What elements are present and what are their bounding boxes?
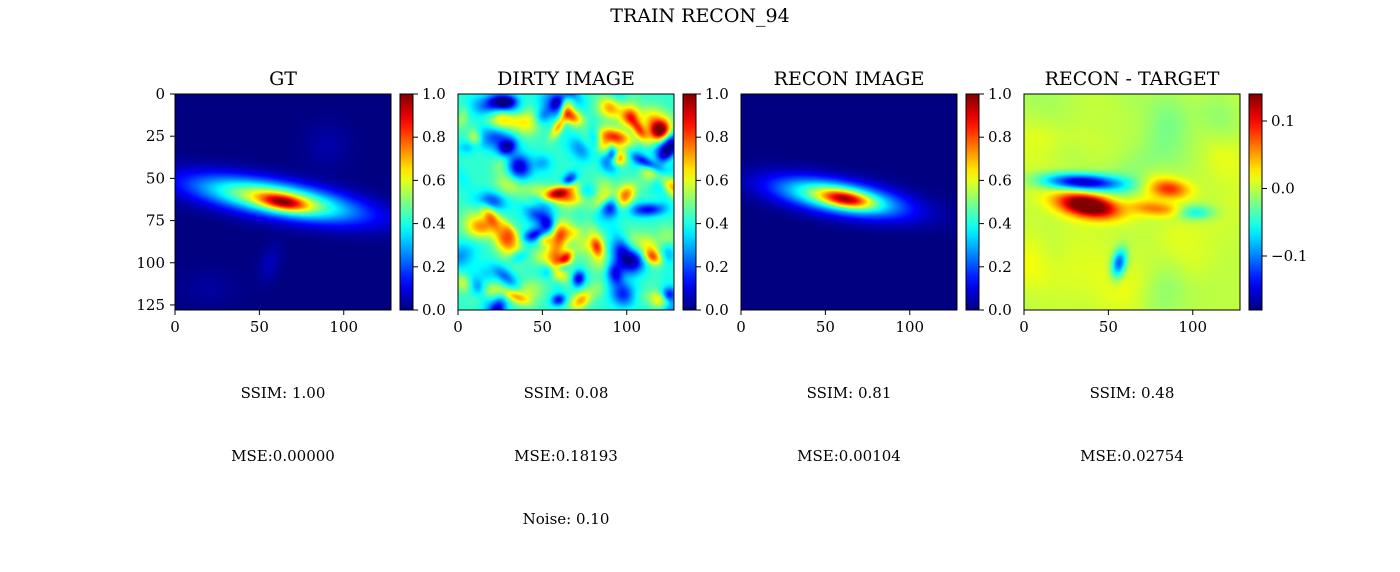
colorbar-tick-label-1-4: 0.8 [705, 128, 729, 146]
colorbar-tick-label-0-2: 0.4 [422, 215, 446, 233]
colorbar-tick-label-2-1: 0.2 [988, 258, 1012, 276]
heatmap-diff [1024, 94, 1240, 310]
heatmap-gt [175, 94, 391, 310]
colorbar-tick-label-1-3: 0.6 [705, 171, 729, 189]
metrics-dirty-mse: MSE:0.18193 [514, 447, 618, 465]
x-tick-label-0-0: 0 [170, 318, 180, 336]
x-tick-label-3-0: 0 [1019, 318, 1029, 336]
metrics-diff-ssim: SSIM: 0.48 [1089, 384, 1175, 402]
panel-title-gt: GT [269, 68, 297, 90]
figure-suptitle: TRAIN RECON_94 [610, 5, 790, 27]
axes-layer: 0 50 100 0 25 50 75 100 125 0.0 0.2 0.4 0.6 0.8 1.0 0 50… [136, 85, 1307, 336]
x-tick-label-3-50: 50 [1099, 318, 1118, 336]
x-tick-label-0-50: 50 [250, 318, 269, 336]
y-tick-label-25: 25 [146, 127, 165, 145]
y-tick-label-0: 0 [155, 85, 165, 103]
plot-frame-1 [457, 93, 675, 311]
colorbar-tick-label-0-4: 0.8 [422, 128, 446, 146]
metrics-recon-ssim: SSIM: 0.81 [806, 384, 892, 402]
plot-frame-2 [740, 93, 958, 311]
colorbar-tick-label-1-1: 0.2 [705, 258, 729, 276]
colorbar-tick-label-2-3: 0.6 [988, 171, 1012, 189]
colorbar-tick-label-2-4: 0.8 [988, 128, 1012, 146]
colorbar-tick-label-0-1: 0.2 [422, 258, 446, 276]
metrics-dirty-noise: Noise: 0.10 [522, 510, 610, 528]
metrics-diff: SSIM: 0.48 MSE:0.02754 [1024, 341, 1240, 509]
colorbar-tick-label-2-2: 0.4 [988, 215, 1012, 233]
colorbar-tick-label-0-3: 0.6 [422, 171, 446, 189]
colorbar-tick-label-1-0: 0.0 [705, 301, 729, 319]
x-tick-label-3-100: 100 [1178, 318, 1207, 336]
colorbar-tick-label-2-0: 0.0 [988, 301, 1012, 319]
colorbar-tick-label-1-5: 1.0 [705, 85, 729, 103]
panel-title-diff: RECON - TARGET [1044, 68, 1220, 90]
x-tick-label-0-100: 100 [329, 318, 358, 336]
plot-frame-0 [174, 93, 392, 311]
metrics-recon: SSIM: 0.81 MSE:0.00104 [741, 341, 957, 509]
y-tick-label-125: 125 [136, 296, 165, 314]
x-tick-label-2-0: 0 [736, 318, 746, 336]
colorbar-1 [682, 93, 697, 311]
colorbar-tick-label-3-0: 0.1 [1271, 112, 1295, 130]
x-tick-label-2-100: 100 [895, 318, 924, 336]
metrics-dirty: SSIM: 0.08 MSE:0.18193 Noise: 0.10 [458, 341, 674, 572]
colorbar-tick-label-3-1: 0.0 [1271, 180, 1295, 198]
colorbar-tick-label-1-2: 0.4 [705, 215, 729, 233]
x-tick-label-1-0: 0 [453, 318, 463, 336]
colorbar-tick-label-3-2: −0.1 [1271, 247, 1307, 265]
colorbar-tick-label-0-5: 1.0 [422, 85, 446, 103]
x-tick-label-1-50: 50 [533, 318, 552, 336]
y-tick-label-75: 75 [146, 212, 165, 230]
x-tick-label-2-50: 50 [816, 318, 835, 336]
colorbar-2 [965, 93, 980, 311]
figure: TRAIN RECON_94 GT DIRTY IMAGE RECON IMAG… [136, 5, 1307, 528]
colorbar-tick-label-2-5: 1.0 [988, 85, 1012, 103]
heatmap-dirty [458, 94, 674, 310]
colorbar-tick-label-0-0: 0.0 [422, 301, 446, 319]
heatmap-recon [741, 94, 957, 310]
metrics-dirty-ssim: SSIM: 0.08 [523, 384, 609, 402]
metrics-gt-mse: MSE:0.00000 [231, 447, 335, 465]
x-tick-label-1-100: 100 [612, 318, 641, 336]
plot-frame-3 [1023, 93, 1241, 311]
colorbar-3 [1248, 93, 1263, 311]
colorbar-0 [399, 93, 414, 311]
metrics-recon-mse: MSE:0.00104 [797, 447, 901, 465]
y-tick-label-50: 50 [146, 169, 165, 187]
metrics-gt-ssim: SSIM: 1.00 [240, 384, 326, 402]
y-tick-label-100: 100 [136, 254, 165, 272]
metrics-gt: SSIM: 1.00 MSE:0.00000 [175, 341, 391, 509]
metrics-diff-mse: MSE:0.02754 [1080, 447, 1184, 465]
panel-title-dirty: DIRTY IMAGE [497, 68, 635, 90]
panel-title-recon: RECON IMAGE [773, 68, 925, 90]
